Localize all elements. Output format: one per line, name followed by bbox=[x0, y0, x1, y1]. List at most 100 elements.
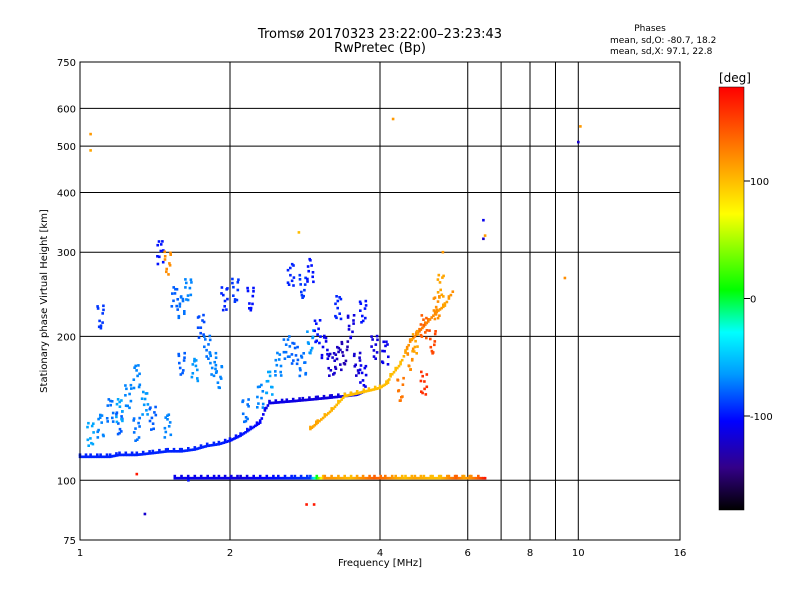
echo-point bbox=[214, 363, 218, 367]
echo-point bbox=[434, 305, 438, 309]
echo-point bbox=[204, 338, 207, 341]
echo-point bbox=[242, 432, 246, 435]
echo-point bbox=[118, 405, 122, 408]
echo-point bbox=[379, 476, 382, 480]
echo-point bbox=[172, 286, 175, 289]
echo-point bbox=[214, 476, 217, 480]
echo-point bbox=[303, 283, 307, 286]
echo-point bbox=[400, 476, 404, 480]
echo-point bbox=[334, 314, 337, 318]
echo-point bbox=[276, 401, 279, 404]
echo-point bbox=[235, 298, 239, 302]
echo-point bbox=[337, 350, 340, 354]
echo-point bbox=[351, 476, 354, 480]
echo-point bbox=[228, 476, 231, 480]
echo-point bbox=[301, 296, 304, 299]
echo-point bbox=[280, 398, 284, 402]
echo-point bbox=[191, 372, 195, 375]
echo-point bbox=[116, 432, 120, 436]
echo-point bbox=[121, 410, 124, 413]
echo-point bbox=[89, 437, 92, 440]
echo-point bbox=[301, 396, 305, 400]
echo-point bbox=[212, 441, 216, 445]
echo-point bbox=[335, 476, 338, 480]
echo-point bbox=[120, 430, 123, 433]
echo-point bbox=[233, 298, 237, 301]
echo-point bbox=[359, 364, 363, 367]
echo-point bbox=[97, 325, 101, 329]
echo-point bbox=[115, 412, 118, 416]
echo-point bbox=[404, 474, 407, 478]
echo-point bbox=[389, 373, 392, 376]
echo-point bbox=[341, 395, 345, 398]
echo-point bbox=[394, 476, 397, 480]
echo-point bbox=[245, 476, 249, 480]
echo-point bbox=[256, 406, 259, 409]
echo-point bbox=[282, 350, 286, 354]
echo-point bbox=[416, 332, 420, 336]
echo-point bbox=[217, 474, 221, 478]
echo-point bbox=[372, 388, 375, 391]
y-axis-label: Stationary phase Virtual Height [km] bbox=[39, 209, 50, 393]
echo-point bbox=[143, 397, 147, 401]
echo-point bbox=[337, 474, 340, 478]
echo-point bbox=[348, 476, 351, 480]
echo-point bbox=[120, 399, 123, 402]
echo-point bbox=[198, 446, 201, 450]
echo-point bbox=[244, 416, 248, 419]
echo-point bbox=[470, 474, 473, 478]
echo-point bbox=[413, 335, 417, 338]
echo-point bbox=[173, 292, 177, 295]
echo-point bbox=[333, 476, 337, 480]
echo-point bbox=[246, 403, 249, 406]
x-axis-label: Frequency [MHz] bbox=[338, 558, 422, 569]
echo-point bbox=[328, 394, 332, 397]
echo-point bbox=[358, 359, 362, 362]
echo-point bbox=[420, 335, 424, 338]
echo-point bbox=[446, 476, 449, 480]
echo-point bbox=[172, 447, 176, 451]
echo-point bbox=[354, 392, 357, 395]
echo-point bbox=[115, 415, 118, 419]
echo-point bbox=[286, 338, 290, 341]
echo-point bbox=[101, 321, 104, 324]
echo-point bbox=[282, 476, 285, 480]
echo-point bbox=[250, 426, 254, 430]
echo-point bbox=[163, 426, 167, 430]
echo-point bbox=[98, 319, 101, 323]
echo-point bbox=[347, 324, 351, 328]
echo-point bbox=[317, 327, 320, 331]
echo-point bbox=[293, 346, 297, 350]
echo-point bbox=[178, 302, 182, 306]
echo-point bbox=[226, 476, 230, 480]
colorbar-tick-label: -100 bbox=[750, 412, 773, 423]
echo-point bbox=[196, 447, 200, 450]
echo-point bbox=[132, 417, 136, 420]
echo-point bbox=[323, 476, 327, 480]
echo-point bbox=[258, 385, 261, 388]
echo-point bbox=[413, 476, 417, 480]
echo-point bbox=[362, 384, 366, 387]
echo-point bbox=[337, 346, 341, 350]
echo-point bbox=[231, 277, 234, 281]
echo-point bbox=[220, 292, 223, 295]
echo-point bbox=[421, 476, 424, 480]
echo-point bbox=[394, 366, 397, 370]
echo-point bbox=[118, 427, 122, 431]
echo-point bbox=[308, 396, 311, 399]
echo-point bbox=[462, 474, 466, 478]
echo-point bbox=[143, 452, 147, 456]
echo-point bbox=[195, 476, 198, 480]
echo-point bbox=[186, 476, 190, 480]
echo-point bbox=[471, 476, 475, 480]
echo-point bbox=[197, 315, 201, 318]
echo-point bbox=[327, 366, 330, 370]
echo-point bbox=[278, 353, 282, 356]
echo-point bbox=[352, 319, 355, 322]
echo-point bbox=[92, 431, 95, 434]
echo-point bbox=[97, 455, 101, 459]
echo-point bbox=[298, 397, 301, 400]
echo-point bbox=[201, 476, 205, 480]
echo-point bbox=[177, 316, 181, 320]
echo-point bbox=[185, 476, 188, 480]
